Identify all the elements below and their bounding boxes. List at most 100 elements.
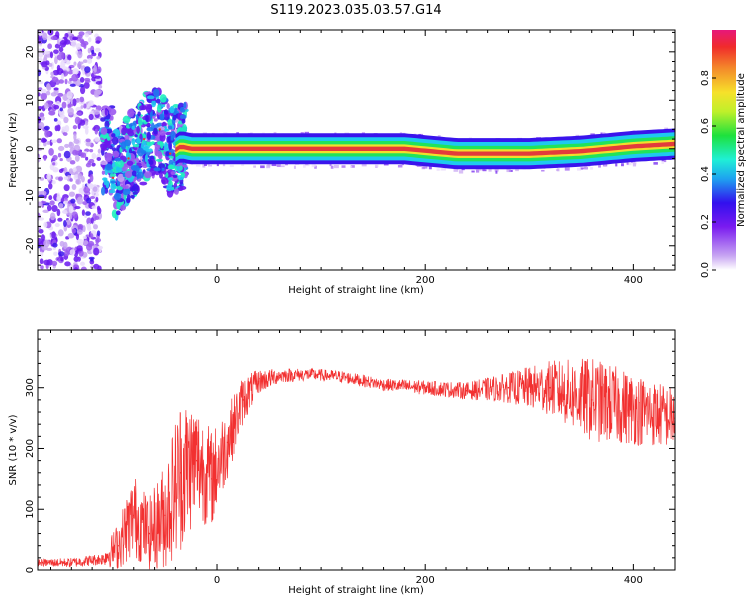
spectrogram-cell bbox=[46, 83, 51, 89]
spectrogram-cell bbox=[38, 155, 41, 163]
snr-point bbox=[164, 514, 166, 517]
spectrogram-cell bbox=[71, 184, 77, 191]
spectrogram-cell bbox=[159, 94, 167, 103]
spectrogram-cell bbox=[69, 160, 76, 165]
spectrogram-cell bbox=[169, 105, 175, 114]
colorbar-tick-label: 0.8 bbox=[700, 70, 711, 86]
x-tick-label: 400 bbox=[624, 275, 643, 286]
spectrogram-cell bbox=[151, 99, 157, 108]
spectrogram-cell bbox=[53, 117, 58, 122]
spectrogram-cell bbox=[79, 77, 85, 83]
spectrogram-cell bbox=[56, 64, 61, 72]
spectrogram-cell bbox=[143, 140, 147, 146]
snr-plot-frame bbox=[37, 329, 676, 571]
x-tick-label: 0 bbox=[214, 575, 220, 586]
spectrogram-cell bbox=[77, 34, 83, 39]
spectrogram-cell bbox=[68, 191, 76, 197]
x-tick-label: 400 bbox=[624, 575, 643, 586]
x-tick-label: 0 bbox=[214, 275, 220, 286]
spectrogram-cell bbox=[45, 90, 51, 96]
spectrogram-cell bbox=[94, 136, 100, 142]
ridge-point bbox=[127, 157, 130, 160]
spectrogram-cell bbox=[43, 102, 49, 110]
spectrogram-cell bbox=[165, 151, 170, 157]
spectrogram-cell bbox=[82, 59, 88, 63]
spectrogram-cell bbox=[84, 66, 91, 73]
snr-point bbox=[424, 386, 426, 389]
spectrogram-cell bbox=[91, 162, 96, 167]
spectrogram-cell bbox=[77, 123, 81, 130]
spectrogram-panel: 0 200 400 -20 -10 0 10 20 Height of straight l… bbox=[8, 29, 676, 296]
spectrogram-cell bbox=[195, 164, 201, 167]
spectrogram-cell bbox=[51, 231, 56, 239]
spectrogram-cell bbox=[73, 139, 80, 145]
colorbar-tick-label: 0.6 bbox=[700, 118, 711, 134]
spectrogram-cell bbox=[63, 116, 69, 124]
spectrogram-cell bbox=[74, 116, 81, 125]
spectrogram-cell bbox=[172, 174, 178, 178]
spectrogram-cell bbox=[86, 54, 93, 60]
spectrogram-cell bbox=[38, 217, 45, 221]
spectrogram-cell bbox=[161, 167, 165, 172]
ridge-point bbox=[632, 145, 635, 148]
spectrogram-cell bbox=[56, 208, 61, 217]
spectrogram-cell bbox=[95, 238, 100, 245]
spectrogram-cell bbox=[80, 266, 87, 270]
spectrogram-cell bbox=[155, 98, 161, 104]
spectrogram-cell bbox=[136, 147, 145, 157]
spectrogram-cell bbox=[122, 115, 131, 124]
spectrogram-cell bbox=[85, 243, 93, 251]
spectrogram-cell bbox=[125, 185, 129, 190]
spectrogram-cell bbox=[166, 184, 173, 192]
spectrogram-cell bbox=[167, 177, 174, 181]
spectrogram-cell bbox=[73, 61, 77, 66]
spectrogram-cell bbox=[40, 116, 45, 121]
spectrogram-cell bbox=[458, 170, 464, 174]
spectrogram-cell bbox=[584, 167, 587, 170]
snr-point bbox=[211, 478, 213, 480]
spectrogram-cell bbox=[98, 84, 103, 89]
spectrogram-cell bbox=[488, 168, 492, 172]
snr-point bbox=[590, 399, 593, 401]
spectrogram-cell bbox=[38, 30, 43, 37]
snr-series-line bbox=[38, 358, 675, 570]
snr-panel: 0 200 400 0 100 200 300 Height of straight li… bbox=[8, 329, 676, 596]
spectrogram-cell bbox=[341, 165, 346, 168]
spectrogram-cell bbox=[73, 256, 79, 263]
spectrogram-cell bbox=[48, 148, 54, 156]
spectrogram-cell bbox=[437, 135, 441, 138]
spectrogram-cell bbox=[50, 36, 58, 41]
spectrogram-cell bbox=[86, 217, 92, 225]
spectrogram-cell bbox=[90, 217, 94, 224]
y-tick-label: 20 bbox=[25, 45, 36, 58]
spectrogram-heatmap bbox=[38, 30, 675, 270]
spectrogram-cell bbox=[109, 173, 117, 178]
spectrogram-cell bbox=[57, 92, 64, 97]
figure-title: S119.2023.035.03.57.G14 bbox=[270, 3, 441, 18]
spectrogram-cell bbox=[45, 60, 50, 66]
spectrogram-cell bbox=[229, 164, 234, 168]
spectrogram-cell bbox=[64, 143, 70, 149]
spectrogram-cell bbox=[87, 101, 94, 107]
spectrogram-cell bbox=[495, 170, 498, 174]
spectrogram-cell bbox=[111, 133, 116, 138]
spectrogram-cell bbox=[329, 163, 332, 167]
snr-point bbox=[70, 561, 73, 564]
snr-point bbox=[195, 459, 198, 462]
spectrogram-cell bbox=[75, 43, 82, 50]
spectrogram-cell bbox=[115, 166, 120, 173]
spectrogram-cell bbox=[146, 126, 154, 132]
spectrogram-cell bbox=[52, 242, 58, 248]
spectrogram-cell bbox=[170, 131, 176, 139]
spectrogram-cell bbox=[58, 251, 65, 257]
spectrogram-cell bbox=[91, 152, 97, 160]
spectrogram-cell bbox=[89, 195, 96, 200]
spectrogram-y-axis-label: Frequency (Hz) bbox=[8, 112, 19, 188]
spectrogram-cell bbox=[137, 111, 141, 117]
spectrogram-cell bbox=[76, 228, 83, 235]
spectrogram-cell bbox=[42, 209, 49, 214]
spectrogram-cell bbox=[56, 197, 61, 202]
spectrogram-x-axis-label: Height of straight line (km) bbox=[288, 285, 424, 296]
spectrogram-cell bbox=[57, 152, 62, 158]
